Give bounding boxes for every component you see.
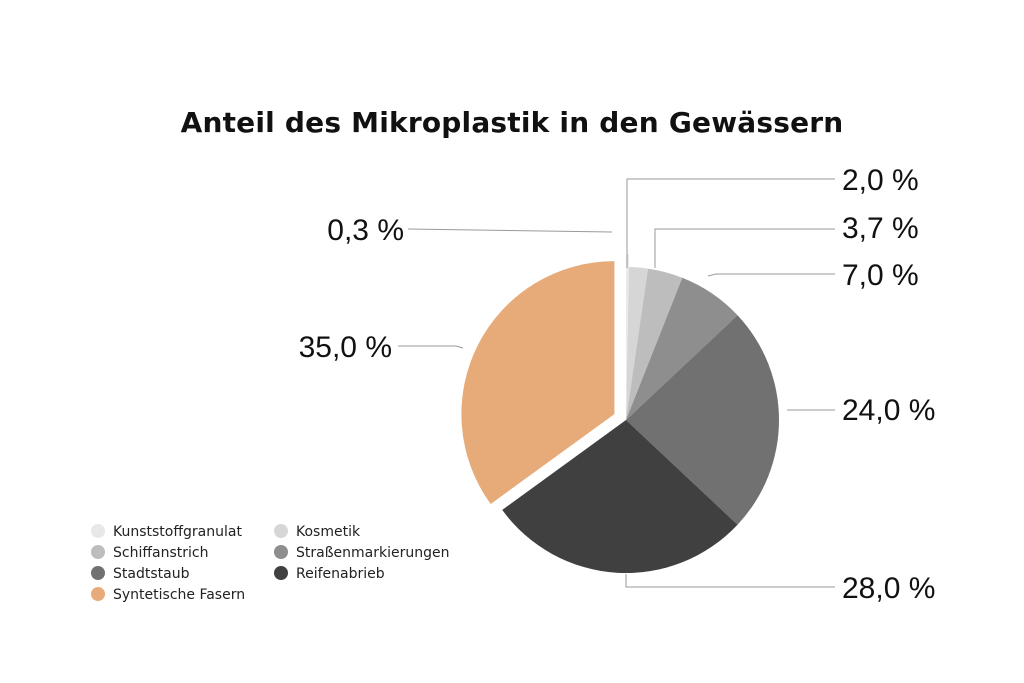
data-label-kunststoffgranulat: 0,3 % (327, 214, 404, 247)
percentage-labels: 0,3 % 2,0 % 3,7 % 7,0 % 24,0 % 28,0 % 35,0 % (299, 164, 936, 605)
legend-swatch-syntetische-fasern (91, 587, 105, 601)
pie-slice-reifenabrieb (502, 420, 738, 574)
pie-slice-schiffanstrich (626, 268, 683, 420)
legend-label-kosmetik: Kosmetik (296, 524, 361, 540)
legend-label-stadtstaub: Stadtstaub (113, 566, 190, 582)
leader-line-reifenabrieb (625, 574, 835, 588)
legend-label-schiffanstrich: Schiffanstrich (113, 545, 208, 561)
legend-swatch-schiffanstrich (91, 545, 105, 559)
pie-slice-syntetische-fasern (461, 261, 615, 505)
data-label-schiffanstrich: 3,7 % (842, 212, 919, 245)
leader-line-kunststoffgranulat (407, 228, 613, 233)
leader-line-schiffanstrich (654, 228, 835, 268)
leader-line-kosmetik (626, 178, 835, 268)
legend-label-kunststoffgranulat: Kunststoffgranulat (113, 524, 242, 540)
data-label-kosmetik: 2,0 % (842, 164, 919, 197)
data-label-reifenabrieb: 28,0 % (842, 572, 935, 605)
data-label-stadtstaub: 24,0 % (842, 394, 935, 427)
pie-slice-stadtstaub (626, 315, 780, 525)
legend-swatch-kosmetik (274, 524, 288, 538)
pie-slice-kunststoffgranulat (626, 254, 630, 408)
pie-slices (461, 254, 780, 574)
leader-line-syntetische-fasern (398, 345, 464, 349)
legend-label-reifenabrieb: Reifenabrieb (296, 566, 385, 582)
legend-label-syntetische-fasern: Syntetische Fasern (113, 587, 245, 603)
leader-line-strassenmarkierungen (707, 273, 835, 277)
leader-lines (398, 178, 835, 588)
data-label-strassenmarkierungen: 7,0 % (842, 259, 919, 292)
chart-title: Anteil des Mikroplastik in den Gewässern (180, 106, 844, 139)
legend-swatch-kunststoffgranulat (91, 524, 105, 538)
data-label-syntetische-fasern: 35,0 % (299, 331, 392, 364)
legend: Kunststoffgranulat Kosmetik Schiffanstrich… (91, 524, 449, 603)
legend-swatch-strassenmarkierungen (274, 545, 288, 559)
legend-label-strassenmarkierungen: Straßenmarkierungen (296, 545, 449, 561)
pie-slice-kosmetik (626, 267, 649, 420)
legend-swatch-reifenabrieb (274, 566, 288, 580)
legend-swatch-stadtstaub (91, 566, 105, 580)
pie-slice-strassenmarkierungen (626, 277, 738, 420)
